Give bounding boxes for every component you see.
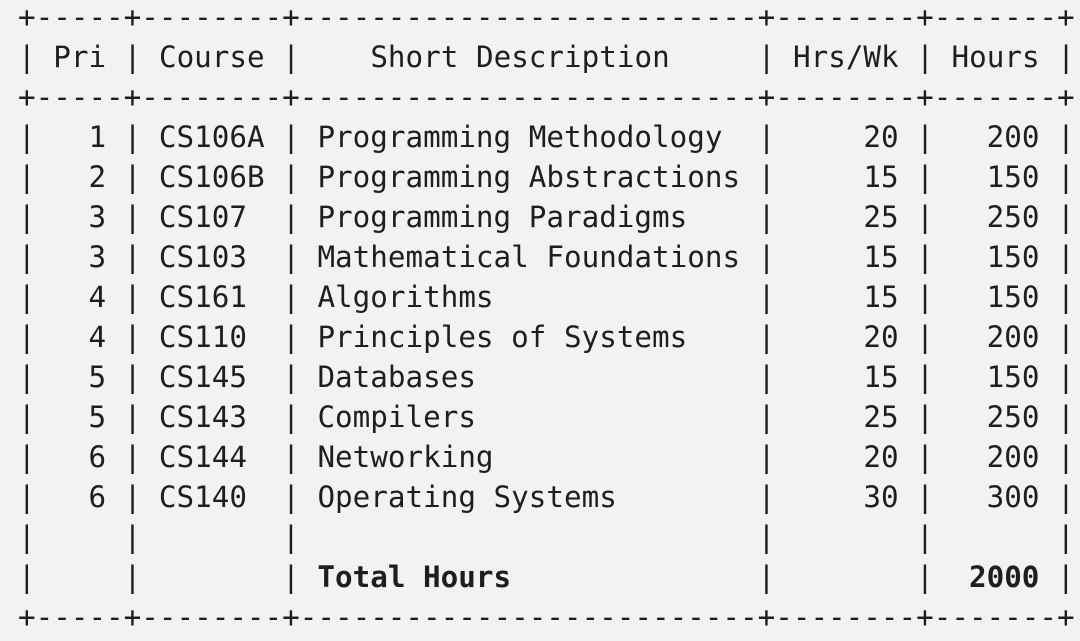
ascii-course-table: +-----+--------+------------------------… [18,0,1075,634]
total-hours-value: 2000 [968,560,1040,594]
row-description: Mathematical Foundations [317,240,741,274]
row-description: Programming Paradigms [317,200,688,234]
row-hours: 150 [986,160,1040,194]
row-course-code: CS106B [158,160,265,194]
header-pri: Pri [53,40,107,74]
row-hrs-per-week: 25 [863,200,899,234]
row-course-code: CS107 [158,200,247,234]
row-hours: 250 [986,200,1040,234]
row-hrs-per-week: 25 [863,400,899,434]
row-description: Programming Methodology [317,120,723,154]
row-description: Algorithms [317,280,494,314]
row-course-code: CS144 [158,440,247,474]
row-priority: 6 [88,440,107,474]
row-hrs-per-week: 20 [863,320,899,354]
row-priority: 3 [88,200,107,234]
row-course-code: CS103 [158,240,247,274]
row-hours: 200 [986,120,1040,154]
row-priority: 2 [88,160,107,194]
row-hrs-per-week: 15 [863,280,899,314]
header-hours: Hours [951,40,1040,74]
row-hrs-per-week: 20 [863,120,899,154]
row-hrs-per-week: 30 [863,480,899,514]
row-priority: 4 [88,280,107,314]
header-description: Short Description [370,40,670,74]
row-course-code: CS106A [158,120,265,154]
row-course-code: CS110 [158,320,247,354]
row-course-code: CS143 [158,400,247,434]
row-description: Operating Systems [317,480,617,514]
row-course-code: CS140 [158,480,247,514]
row-priority: 4 [88,320,107,354]
row-description: Networking [317,440,494,474]
row-priority: 5 [88,400,107,434]
row-hours: 150 [986,280,1040,314]
total-hours-label: Total Hours [317,560,512,594]
row-priority: 3 [88,240,107,274]
row-course-code: CS145 [158,360,247,394]
row-description: Programming Abstractions [317,160,741,194]
row-hrs-per-week: 15 [863,360,899,394]
row-hours: 250 [986,400,1040,434]
row-priority: 6 [88,480,107,514]
row-hours: 150 [986,240,1040,274]
row-hours: 200 [986,440,1040,474]
row-hours: 150 [986,360,1040,394]
row-hours: 300 [986,480,1040,514]
row-description: Principles of Systems [317,320,688,354]
row-description: Databases [317,360,476,394]
header-course: Course [158,40,265,74]
row-hrs-per-week: 15 [863,240,899,274]
row-hrs-per-week: 15 [863,160,899,194]
row-hrs-per-week: 20 [863,440,899,474]
row-description: Compilers [317,400,476,434]
row-priority: 1 [88,120,107,154]
row-hours: 200 [986,320,1040,354]
row-course-code: CS161 [158,280,247,314]
row-priority: 5 [88,360,107,394]
header-hrs-wk: Hrs/Wk [792,40,899,74]
